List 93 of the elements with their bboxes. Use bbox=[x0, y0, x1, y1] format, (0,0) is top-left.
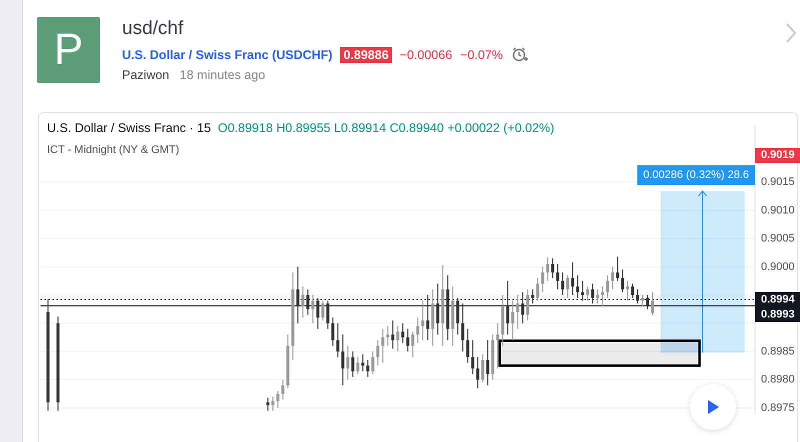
band-label: 0.00286 (0.32%) 28.6 bbox=[643, 169, 750, 182]
candlestick bbox=[371, 350, 374, 375]
y-tick-label: 0.8975 bbox=[761, 402, 795, 414]
avatar-icon: P bbox=[37, 17, 100, 83]
annotation: O0.89918 bbox=[218, 121, 273, 135]
candlestick bbox=[391, 320, 394, 350]
candlestick bbox=[331, 317, 334, 346]
candlestick bbox=[646, 294, 650, 310]
candlestick bbox=[396, 326, 400, 352]
candlestick bbox=[601, 286, 604, 307]
text: −0.00066 bbox=[400, 48, 452, 62]
text: Paziwon bbox=[122, 68, 170, 82]
candlestick bbox=[351, 350, 354, 378]
candlestick bbox=[631, 283, 634, 298]
candlestick bbox=[486, 340, 490, 386]
candlestick bbox=[301, 286, 304, 318]
candlestick bbox=[541, 266, 544, 293]
candlestick bbox=[276, 390, 280, 408]
annotation: C0.89940 bbox=[390, 121, 444, 135]
candlestick bbox=[521, 292, 524, 324]
y-tick-label: 0.8980 bbox=[761, 374, 795, 386]
ref-line-label: 0.8993 bbox=[761, 308, 795, 321]
annotation: +0.00022 (+0.02%) bbox=[447, 121, 554, 135]
candlestick bbox=[421, 300, 424, 341]
candlestick bbox=[466, 328, 470, 364]
candlestick bbox=[516, 294, 520, 330]
candlestick bbox=[616, 256, 620, 282]
candlestick bbox=[401, 322, 404, 344]
candlestick bbox=[296, 266, 300, 324]
candlestick bbox=[571, 262, 574, 296]
candlestick bbox=[381, 328, 384, 364]
candlestick bbox=[551, 258, 554, 279]
candlestick bbox=[506, 280, 510, 336]
candlestick bbox=[476, 356, 480, 389]
y-tick-label: 0.9015 bbox=[761, 176, 795, 188]
candlestick bbox=[511, 300, 514, 341]
candlestick bbox=[626, 280, 630, 302]
chart-subtitle: U.S. Dollar / Swiss Franc (USDCHF) bbox=[122, 48, 332, 62]
candlestick bbox=[611, 266, 614, 290]
candlestick bbox=[531, 288, 534, 304]
annotation: L0.89914 bbox=[334, 121, 386, 135]
candlestick bbox=[536, 278, 540, 302]
candlestick bbox=[426, 294, 430, 341]
candlestick bbox=[366, 359, 370, 378]
chart-title: usd/chf bbox=[122, 18, 184, 40]
candlestick bbox=[456, 297, 460, 336]
annotation: U.S. Dollar / Swiss Franc · 15 bbox=[47, 121, 211, 135]
candlestick bbox=[316, 297, 320, 330]
candlestick bbox=[651, 292, 654, 316]
candlestick bbox=[606, 274, 610, 298]
text: −0.07% bbox=[460, 48, 503, 62]
candlestick bbox=[461, 302, 464, 352]
candlestick bbox=[376, 340, 380, 366]
candlestick bbox=[586, 286, 590, 302]
candlestick bbox=[411, 331, 414, 358]
candlestick bbox=[576, 274, 580, 298]
candlestick bbox=[306, 288, 310, 316]
text: 18 minutes ago bbox=[180, 68, 266, 82]
candlestick bbox=[621, 269, 624, 293]
candlestick bbox=[326, 300, 330, 330]
candlestick bbox=[556, 263, 560, 290]
candlestick bbox=[471, 340, 474, 375]
candlestick bbox=[281, 379, 284, 400]
candlestick bbox=[321, 300, 324, 321]
candlestick bbox=[526, 288, 530, 321]
candlestick bbox=[436, 283, 440, 336]
candlestick bbox=[311, 294, 314, 324]
candlestick bbox=[341, 334, 344, 386]
text: 0.89886 bbox=[340, 47, 392, 63]
y-tick-label: 0.9010 bbox=[761, 204, 795, 216]
candlestick bbox=[591, 283, 594, 304]
candlestick bbox=[581, 280, 584, 302]
text: 0.9019 bbox=[755, 148, 800, 163]
y-tick-label: 0.8985 bbox=[761, 346, 795, 358]
candlestick bbox=[346, 345, 350, 380]
annotation: H0.89955 bbox=[276, 121, 330, 135]
candlestick bbox=[271, 396, 274, 412]
y-tick-label: 0.9005 bbox=[761, 232, 795, 245]
candlestick bbox=[636, 288, 640, 304]
candlestick bbox=[416, 317, 420, 344]
candlestick bbox=[566, 274, 570, 298]
candlestick bbox=[386, 326, 390, 346]
y-tick-label: 0.9000 bbox=[761, 260, 795, 273]
candlestick bbox=[596, 288, 600, 304]
candlestick bbox=[481, 354, 484, 384]
candlestick bbox=[546, 256, 550, 282]
annotation: ICT - Midnight (NY & GMT) bbox=[47, 144, 180, 156]
candlestick bbox=[496, 322, 500, 369]
candlestick bbox=[336, 322, 340, 358]
candlestick bbox=[561, 272, 564, 296]
candlestick bbox=[406, 328, 410, 352]
candlestick bbox=[356, 356, 360, 375]
ref-line-label: 0.8994 bbox=[761, 294, 796, 306]
